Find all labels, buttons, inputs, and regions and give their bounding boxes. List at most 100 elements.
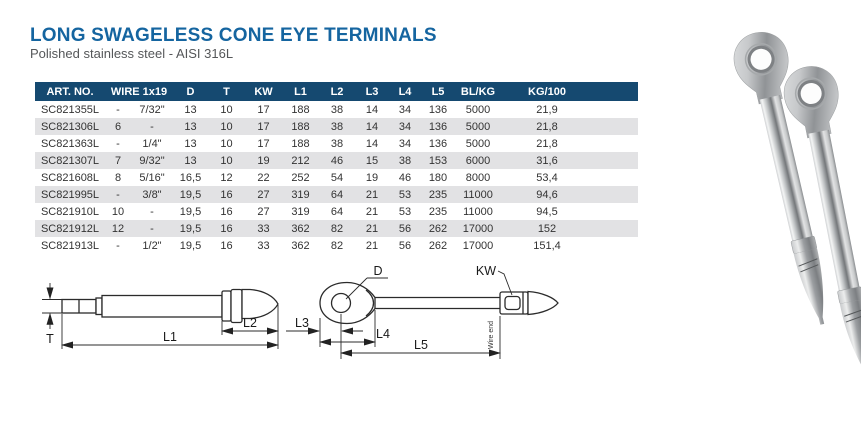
table-cell: 6000 (455, 152, 501, 169)
table-row: SC821912L 12-19,5 16 33 362 82 21 56 262 17000 152 (35, 220, 638, 237)
table-cell: 262 (428, 239, 448, 252)
table-body: SC821355L -7/32" 13 10 17 188 38 14 34 136 5000 21,… (35, 101, 638, 254)
dim-label-t: T (46, 332, 54, 346)
table-cell: 34 (398, 137, 412, 150)
page-subtitle: Polished stainless steel - AISI 316L (30, 46, 234, 61)
table-cell: 17 (257, 103, 270, 116)
cell-art-no: SC821912L (35, 220, 105, 237)
table-cell: 10 (111, 205, 125, 218)
spec-table: ART. NO. WIRE 1x19 D T KW L1 L2 L3 L4 L5… (35, 82, 638, 254)
table-cell: - (105, 186, 131, 203)
table-cell: 34 (398, 103, 412, 116)
table-cell: 94,6 (501, 186, 638, 203)
table-cell: 152 (501, 220, 638, 237)
table-cell: 53 (389, 186, 421, 203)
table-cell: 16 (220, 205, 233, 218)
table-cell: 38 (389, 152, 421, 169)
table-row: SC821995L -3/8" 19,5 16 27 319 64 21 53 235 11000 9… (35, 186, 638, 203)
col-header-bl-kg: BL/KG (455, 82, 501, 101)
table-cell: 11000 (455, 186, 501, 203)
page-title: LONG SWAGELESS CONE EYE TERMINALS (30, 25, 437, 46)
table-cell: 21 (365, 205, 379, 218)
dim-label-d: D (373, 264, 382, 278)
table-cell: 11000 (463, 205, 493, 218)
table-cell: 153 (421, 152, 455, 169)
table-cell: 21,9 (536, 103, 558, 116)
table-cell: 5000 (465, 103, 491, 116)
table-cell: 5/16" (139, 171, 165, 184)
eye-hole (330, 292, 352, 314)
table-cell: 13 (173, 118, 208, 135)
table-cell: - (116, 239, 120, 252)
table-cell: 34 (389, 118, 421, 135)
table-cell: 19,5 (173, 186, 208, 203)
col-header-l5: L5 (421, 82, 455, 101)
product-photo (733, 32, 861, 374)
table-row: SC821910L 10 - 19,5 16 27 319 64 21 53 235 11000 94,… (35, 203, 638, 220)
table-cell: 31,6 (501, 152, 638, 169)
table-row: SC821913L - 1/2" 19,5 16 33 362 82 21 56 262 17000 1… (35, 237, 638, 254)
table-cell: 6 (105, 118, 131, 135)
table-cell: 151,4 (533, 239, 561, 252)
terminal-left (733, 32, 825, 325)
table-cell: 19 (365, 171, 379, 184)
table-cell: 27 (257, 205, 270, 218)
technical-drawings: T L2 L1 (42, 264, 559, 359)
table-cell: 21,8 (536, 137, 558, 150)
table-cell: - (150, 205, 154, 218)
dim-label-kw: KW (476, 264, 496, 278)
table-cell: 180 (428, 171, 448, 184)
table-cell: 136 (428, 137, 448, 150)
table-cell: 235 (428, 205, 448, 218)
table-cell: 15 (355, 152, 389, 169)
terminal-eye-hole (747, 45, 775, 73)
col-header-kw: KW (245, 82, 282, 101)
table-cell: 262 (421, 220, 455, 237)
table-cell: 94,5 (536, 205, 558, 218)
table-cell: 14 (355, 118, 389, 135)
cell-art-no: SC821363L (40, 137, 100, 150)
table-cell: 38 (319, 118, 355, 135)
table-cell: 8 (114, 171, 122, 184)
table-cell: 21 (355, 186, 389, 203)
table-cell: 235 (421, 186, 455, 203)
dim-label-l5: L5 (414, 338, 428, 352)
col-header-t: T (208, 82, 245, 101)
table-cell: 188 (291, 103, 310, 116)
table-cell: 14 (365, 103, 379, 116)
table-cell: 64 (330, 205, 344, 218)
table-cell: 14 (365, 137, 379, 150)
terminal-cone-tip (793, 248, 825, 325)
table-cell: 252 (291, 171, 310, 184)
dim-label-l2: L2 (243, 316, 257, 330)
cell-art-no: SC821910L (40, 205, 100, 218)
table-header-row: ART. NO. WIRE 1x19 D T KW L1 L2 L3 L4 L5… (35, 82, 638, 101)
table-cell: 16 (208, 220, 245, 237)
table-cell: 17 (245, 118, 282, 135)
col-header-l1: L1 (282, 82, 319, 101)
terminal-rod (808, 129, 860, 291)
table-cell: 33 (257, 239, 270, 252)
table-cell: 21 (355, 220, 389, 237)
terminal-eye-hole (797, 80, 825, 108)
table-cell: 13 (184, 103, 197, 116)
table-cell: 10 (208, 118, 245, 135)
table-row: SC821306L 6-13 10 17 188 38 14 34 136 5000 21,8 (35, 118, 638, 135)
terminal-cone-tip (839, 299, 861, 374)
table-cell: 21,8 (501, 118, 638, 135)
table-cell: 46 (398, 171, 412, 184)
cell-art-no: SC821608L (40, 171, 100, 184)
table-cell: 19,5 (179, 239, 202, 252)
terminal-right (783, 66, 861, 374)
table-cell: 19,5 (173, 220, 208, 237)
col-header-l2: L2 (319, 82, 355, 101)
cell-art-no: SC821307L (35, 152, 105, 169)
table-row: SC821355L - 7/32" 13 10 17 188 38 14 34 136 5000 21,… (35, 101, 638, 118)
table-cell: 10 (208, 152, 245, 169)
dim-label-l3: L3 (295, 316, 309, 330)
table-cell: 362 (282, 220, 319, 237)
kw-socket (504, 295, 521, 311)
table-cell: 17000 (462, 239, 494, 252)
col-header-l3: L3 (355, 82, 389, 101)
